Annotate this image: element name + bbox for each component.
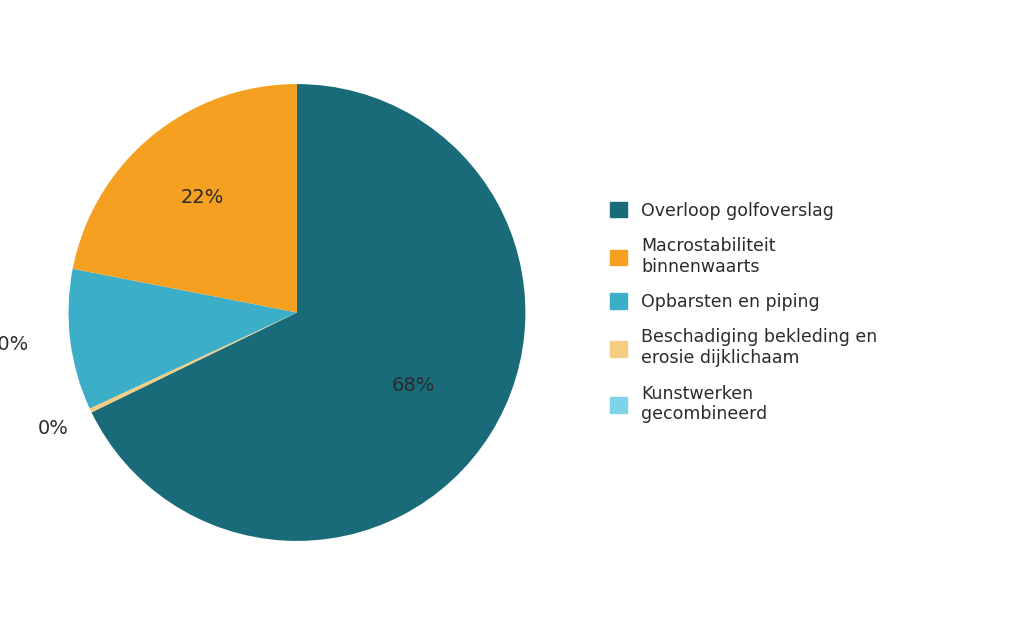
Text: 0%: 0%	[38, 419, 69, 437]
Text: 68%: 68%	[391, 376, 435, 395]
Text: 10%: 10%	[0, 336, 30, 354]
Wedge shape	[69, 269, 297, 409]
Text: 22%: 22%	[181, 188, 224, 208]
Wedge shape	[73, 84, 297, 312]
Legend: Overloop golfoverslag, Macrostabiliteit
binnenwaarts, Opbarsten en piping, Besch: Overloop golfoverslag, Macrostabiliteit …	[604, 196, 883, 429]
Wedge shape	[90, 312, 297, 412]
Wedge shape	[91, 84, 525, 541]
